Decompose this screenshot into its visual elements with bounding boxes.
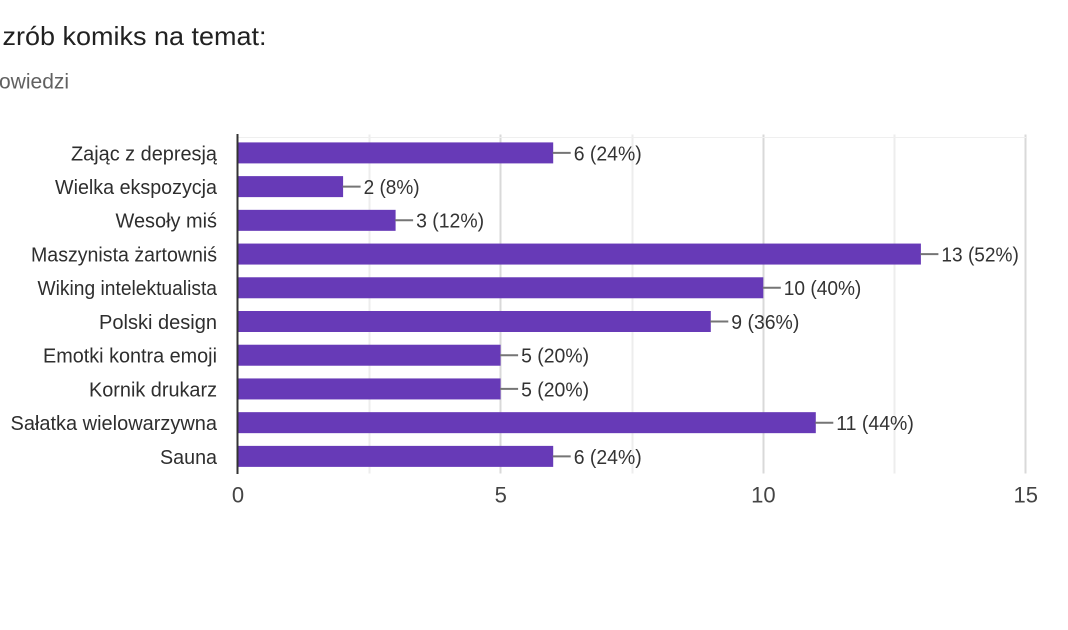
svg-text:10: 10 bbox=[751, 482, 775, 507]
svg-text:10 (40%): 10 (40%) bbox=[784, 278, 862, 300]
svg-text:11 (44%): 11 (44%) bbox=[836, 413, 914, 435]
svg-text:5 (20%): 5 (20%) bbox=[521, 346, 589, 368]
svg-text:15: 15 bbox=[1014, 482, 1038, 507]
svg-text:5 (20%): 5 (20%) bbox=[521, 379, 589, 401]
svg-text:0: 0 bbox=[232, 482, 244, 507]
svg-text:Wielka ekspozycja: Wielka ekspozycja bbox=[55, 177, 218, 199]
svg-text:Zając z depresją: Zając z depresją bbox=[71, 143, 218, 165]
svg-text:zrób komiks na temat:: zrób komiks na temat: bbox=[3, 21, 267, 51]
svg-text:Emotki kontra emoji: Emotki kontra emoji bbox=[43, 346, 217, 368]
svg-text:6 (24%): 6 (24%) bbox=[574, 143, 642, 165]
svg-text:2 (8%): 2 (8%) bbox=[364, 177, 420, 199]
svg-text:Polski design: Polski design bbox=[99, 312, 217, 334]
svg-text:Maszynista żartowniś: Maszynista żartowniś bbox=[31, 245, 217, 267]
svg-text:13 (52%): 13 (52%) bbox=[941, 245, 1019, 267]
svg-text:3 (12%): 3 (12%) bbox=[416, 211, 484, 233]
svg-text:owiedzi: owiedzi bbox=[0, 71, 69, 94]
svg-text:Sauna: Sauna bbox=[160, 447, 218, 469]
svg-text:9 (36%): 9 (36%) bbox=[731, 312, 799, 334]
svg-text:Kornik drukarz: Kornik drukarz bbox=[89, 379, 217, 401]
svg-text:Wiking intelektualista: Wiking intelektualista bbox=[38, 278, 218, 300]
svg-text:Sałatka wielowarzywna: Sałatka wielowarzywna bbox=[11, 413, 218, 435]
svg-text:5: 5 bbox=[495, 482, 507, 507]
svg-text:6 (24%): 6 (24%) bbox=[574, 447, 642, 469]
svg-text:Wesoły miś: Wesoły miś bbox=[116, 211, 218, 233]
